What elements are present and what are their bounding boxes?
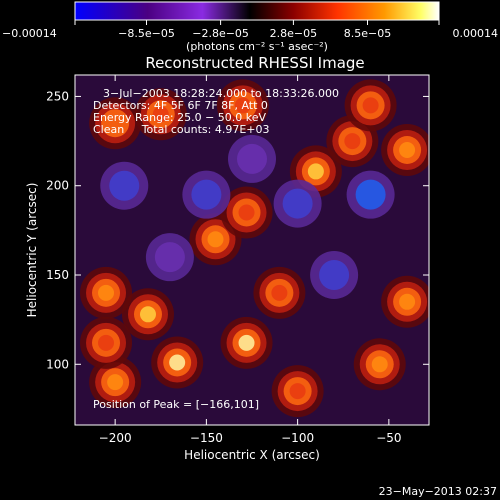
plot-area: −200 −150 −100 −50 100 150 200 250 — [46, 74, 430, 445]
heatmap-image — [80, 79, 429, 418]
annotation-energy: Energy Range: 25.0 − 50.0 keV — [93, 111, 267, 124]
heatmap-blob — [399, 142, 416, 158]
colorbar-tick-label: −8.5e−05 — [118, 27, 175, 40]
heatmap-blob — [154, 242, 185, 273]
colorbar-tick-label: 8.5e−05 — [344, 27, 391, 40]
heatmap-blob — [319, 260, 350, 290]
heatmap-blob — [109, 170, 140, 201]
heatmap-blob — [191, 179, 222, 210]
heatmap-blob — [169, 354, 186, 371]
x-tick-label: −100 — [281, 431, 314, 445]
heatmap-blob — [238, 334, 255, 351]
heatmap-blob — [307, 163, 324, 180]
colorbar-tick-label: 0.00014 — [453, 27, 499, 40]
heatmap-blob — [237, 143, 267, 174]
colorbar-tick-label: −2.8e−05 — [192, 27, 249, 40]
annotation-time: 3−Jul−2003 18:28:24.000 to 18:33:26.000 — [103, 87, 339, 100]
heatmap-blob — [139, 306, 156, 323]
y-axis: 100 150 200 250 — [46, 89, 429, 371]
annotation-detectors: Detectors: 4F 5F 6F 7F 8F, Att 0 — [93, 99, 268, 112]
annotation-counts: Clean Total counts: 4.97E+03 — [93, 123, 270, 136]
heatmap-blob — [238, 204, 255, 221]
y-axis-label: Heliocentric Y (arcsec) — [25, 183, 39, 318]
colorbar-gradient — [74, 1, 440, 21]
annotations: 3−Jul−2003 18:28:24.000 to 18:33:26.000 … — [93, 87, 339, 411]
y-tick-label: 250 — [46, 89, 69, 103]
colorbar-units: (photons cm⁻² s⁻¹ asec⁻²) — [186, 40, 328, 53]
colorbar-ticks: −0.00014 −8.5e−05 −2.8e−05 2.8e−05 8.5e−05 0.… — [2, 20, 498, 40]
heatmap-blob — [234, 97, 251, 114]
colorbar-tick-label: −0.00014 — [2, 27, 57, 40]
heatmap-blob — [289, 383, 306, 400]
x-axis-label: Heliocentric X (arcsec) — [184, 448, 320, 462]
heatmap-blob — [355, 179, 386, 210]
colorbar: −0.00014 −8.5e−05 −2.8e−05 2.8e−05 8.5e−05 0.… — [2, 1, 498, 53]
heatmap-blob — [101, 109, 130, 138]
x-tick-label: −150 — [190, 431, 223, 445]
heatmap-blob — [207, 231, 224, 248]
colorbar-tick-label: 2.8e−05 — [270, 27, 317, 40]
heatmap-blob — [271, 284, 288, 301]
heatmap-blob — [344, 133, 361, 150]
x-tick-label: −200 — [99, 431, 132, 445]
x-axis: −200 −150 −100 −50 — [99, 75, 402, 445]
heatmap-blob — [362, 97, 379, 114]
peak-position-label: Position of Peak = [−166,101] — [93, 398, 259, 411]
heatmap-blob — [107, 374, 124, 391]
y-tick-label: 100 — [46, 357, 69, 371]
heatmap-blob — [282, 188, 313, 219]
footer-timestamp: 23−May−2013 02:37 — [379, 485, 497, 498]
y-tick-label: 200 — [46, 179, 69, 193]
heatmap-blob — [371, 356, 388, 373]
y-tick-label: 150 — [46, 268, 69, 282]
heatmap-blob — [98, 334, 115, 351]
x-tick-label: −50 — [376, 431, 401, 445]
heatmap-blob — [98, 284, 115, 301]
heatmap-blob — [399, 293, 416, 310]
plot-frame — [74, 74, 430, 426]
chart-title: Reconstructed RHESSI Image — [145, 54, 364, 72]
heatmap-blob — [152, 106, 169, 123]
